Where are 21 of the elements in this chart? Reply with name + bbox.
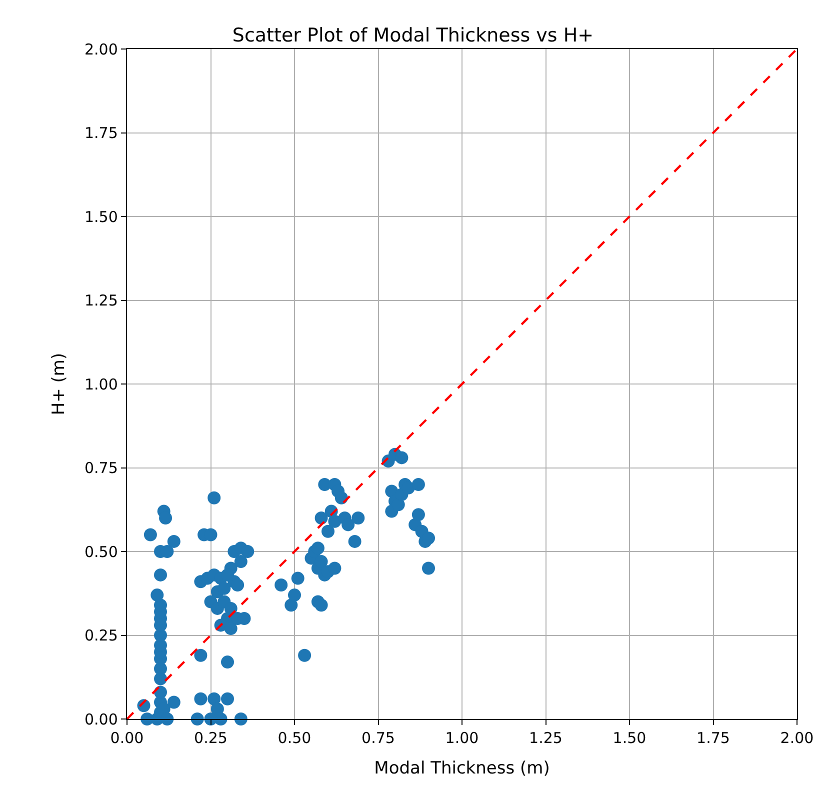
y-tick-label: 2.00 [84, 40, 118, 58]
x-tick-label: 1.25 [529, 729, 562, 748]
chart-title: Scatter Plot of Modal Thickness vs H+ [232, 24, 594, 46]
x-tick-label: 1.50 [612, 729, 646, 748]
y-tick-label: 1.25 [84, 292, 118, 310]
y-tick-label: 0.00 [84, 710, 118, 728]
y-axis-title: H+ (m) [49, 352, 70, 416]
x-tick-label: 1.00 [445, 729, 479, 748]
x-tick-label: 2.00 [780, 729, 814, 748]
x-tick-label: 0.50 [278, 729, 312, 748]
x-tick-label: 1.75 [696, 729, 730, 748]
y-tick-label: 0.25 [84, 626, 118, 644]
y-tick-label: 1.00 [84, 375, 118, 394]
x-tick-label: 0.00 [110, 729, 144, 748]
x-tick-label: 0.75 [362, 729, 395, 748]
x-axis-title: Modal Thickness (m) [374, 758, 550, 778]
y-tick-label: 0.75 [84, 459, 118, 477]
x-tick-label: 0.25 [194, 729, 228, 748]
y-tick-label: 0.50 [84, 542, 118, 561]
y-tick-label: 1.75 [84, 124, 118, 142]
y-tick-label: 1.50 [84, 208, 118, 226]
